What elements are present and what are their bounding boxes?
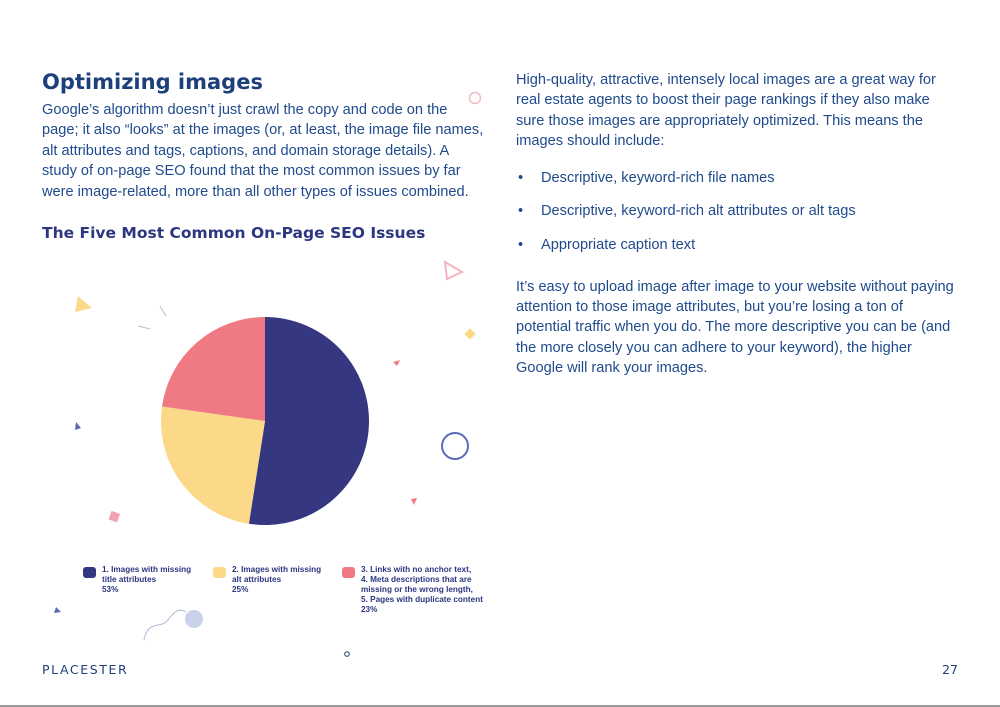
pie-slices [161, 317, 370, 525]
confetti-dot-blue [185, 610, 203, 628]
confetti-line [137, 325, 151, 330]
confetti-line [159, 305, 167, 317]
pie-slice-1 [248, 317, 370, 525]
legend-label: 3. Links with no anchor text, 4. Meta de… [361, 565, 483, 604]
pie-slice-2 [161, 406, 265, 524]
image-requirements-list: Descriptive, keyword-rich file names Des… [516, 168, 961, 255]
legend-label: 2. Images with missing alt attributes [232, 565, 322, 584]
legend-percent: 25% [232, 585, 249, 594]
confetti-triangle-blue [54, 607, 61, 613]
confetti-ring-large [441, 432, 469, 460]
right-intro-paragraph: High-quality, attractive, intensely loca… [516, 72, 936, 150]
legend-item-missing-alt: 2. Images with missing alt attributes 25… [213, 565, 321, 595]
legend-percent: 53% [102, 585, 119, 594]
list-item: Descriptive, keyword-rich alt attributes… [516, 201, 961, 221]
bottom-divider [0, 705, 1000, 707]
closing-paragraph: It’s easy to upload image after image to… [516, 278, 954, 377]
confetti-triangle-pink [411, 498, 417, 505]
confetti-ring-tiny [344, 651, 350, 657]
footer-brand-logo: PLACESTER [42, 662, 129, 677]
list-item: Descriptive, keyword-rich file names [516, 168, 961, 188]
page-number: 27 [942, 662, 958, 677]
confetti-triangle-blue [75, 422, 81, 430]
legend-swatch [83, 567, 96, 578]
left-column: Optimizing images Google’s algorithm doe… [42, 70, 487, 242]
confetti-triangle-pink [393, 360, 400, 366]
legend-percent: 23% [361, 605, 378, 614]
intro-paragraph: Google’s algorithm doesn’t just crawl th… [42, 102, 484, 200]
legend-label: 1. Images with missing title attributes [102, 565, 192, 584]
confetti-triangle-yellow [75, 296, 92, 312]
legend-item-other-issues: 3. Links with no anchor text, 4. Meta de… [342, 565, 483, 615]
confetti-triangle-outline [443, 260, 465, 281]
legend-swatch [342, 567, 355, 578]
legend-swatch [213, 567, 226, 578]
chart-title: The Five Most Common On-Page SEO Issues [42, 224, 426, 243]
pie-slice-3 [162, 317, 265, 421]
legend-item-missing-title: 1. Images with missing title attributes … [83, 565, 191, 595]
confetti-squiggle [143, 609, 187, 641]
list-item: Appropriate caption text [516, 235, 961, 255]
right-column: High-quality, attractive, intensely loca… [516, 70, 961, 379]
confetti-diamond-yellow [464, 328, 476, 340]
confetti-square-pink [108, 510, 121, 523]
section-title: Optimizing images [42, 70, 263, 94]
